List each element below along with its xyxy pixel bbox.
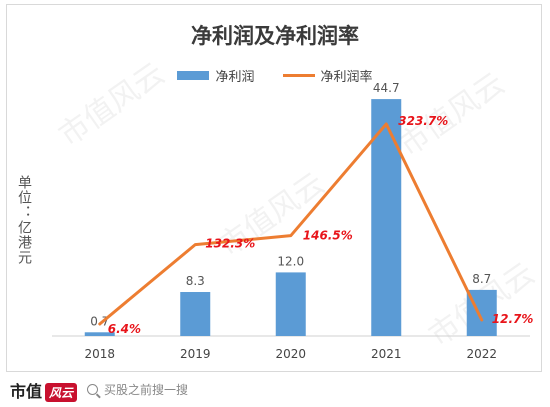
x-tick-label: 2020	[275, 347, 306, 361]
line-value-label: 323.7%	[398, 114, 448, 128]
x-tick-label: 2022	[466, 347, 497, 361]
x-tick-label: 2021	[371, 347, 402, 361]
y-axis-unit-label: 单位：亿港元	[16, 175, 32, 265]
legend-label-bar: 净利润	[215, 70, 255, 85]
bar	[371, 99, 402, 336]
legend-item-bar: 净利润	[177, 66, 255, 85]
brand-seal: 风云	[45, 382, 78, 402]
footer: 市值 风云 买股之前搜一搜	[0, 372, 550, 407]
search-box[interactable]: 买股之前搜一搜	[87, 381, 188, 398]
line-value-label: 132.3%	[205, 237, 255, 251]
brand-text: 市值	[10, 381, 43, 401]
legend-swatch-bar	[177, 71, 210, 80]
legend-swatch-line	[282, 74, 315, 77]
search-icon	[87, 384, 99, 395]
chart-title: 净利润及净利润率	[191, 24, 359, 48]
bar	[180, 292, 211, 336]
search-text: 买股之前搜一搜	[104, 383, 189, 397]
chart-frame	[6, 4, 542, 372]
bar	[275, 272, 306, 336]
line-value-label: 146.5%	[303, 229, 353, 243]
x-tick-label: 2018	[84, 347, 115, 361]
bar-value-label: 8.7	[472, 272, 491, 286]
bar-value-label: 12.0	[277, 254, 304, 268]
legend-item-line: 净利润率	[282, 66, 373, 85]
bar-value-label: 0.7	[90, 314, 109, 328]
brand-logo: 市值 风云	[10, 378, 78, 402]
plot-area: 0.7 8.3 12.0 44.7 8.7 2018 2019 2020 2021 2022 6.4…	[52, 81, 534, 361]
line-value-label: 12.7%	[492, 312, 534, 326]
x-tick-label: 2019	[180, 347, 211, 361]
series-line-net-margin	[98, 122, 484, 326]
line-value-label: 6.4%	[108, 322, 141, 336]
legend-label-line: 净利润率	[320, 70, 373, 85]
bar-value-label: 44.7	[373, 81, 400, 95]
bar	[84, 332, 115, 336]
legend: 净利润 净利润率	[0, 66, 550, 85]
bar-value-label: 8.3	[186, 274, 205, 288]
